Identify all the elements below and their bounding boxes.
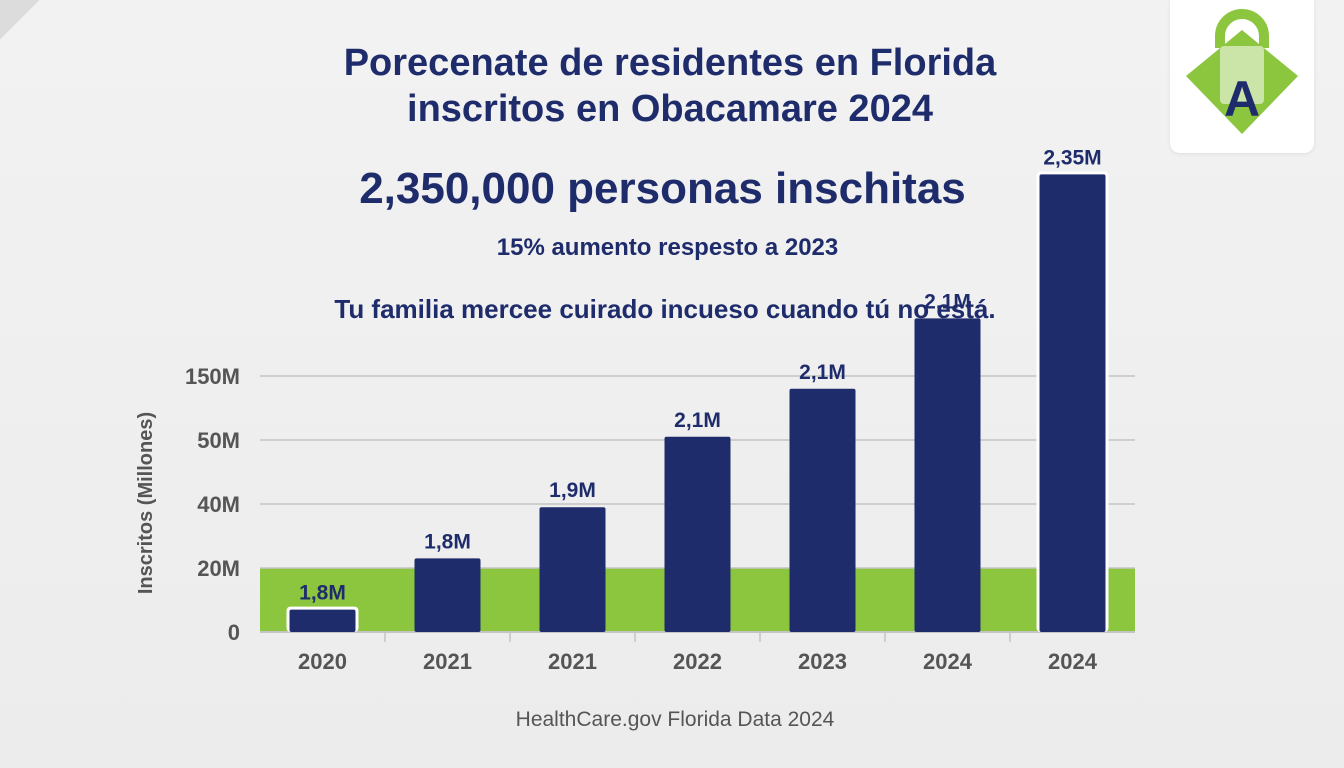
y-tick-label: 150M bbox=[185, 364, 240, 389]
x-tick-label: 2022 bbox=[673, 649, 722, 674]
bar bbox=[1039, 174, 1106, 632]
bar bbox=[289, 609, 356, 632]
data-label: 2,1M bbox=[674, 409, 721, 432]
y-tick-label: 20M bbox=[197, 556, 240, 581]
x-tick-label: 2023 bbox=[798, 649, 847, 674]
bar bbox=[539, 507, 606, 632]
chart-title: Porecenate de residentes en Florida insc… bbox=[200, 40, 1140, 132]
padlock-a-logo-icon: A bbox=[1186, 9, 1298, 134]
chart-title-line2: inscritos en Obacamare 2024 bbox=[407, 88, 933, 130]
data-label: 2,35M bbox=[1043, 146, 1101, 169]
data-label: 1,8M bbox=[424, 530, 471, 553]
y-tick-label: 0 bbox=[228, 620, 240, 645]
growth-subheadline: 15% aumento respesto a 2023 bbox=[496, 234, 839, 261]
bar bbox=[789, 388, 856, 632]
bar bbox=[414, 558, 481, 632]
y-tick-label: 50M bbox=[197, 428, 240, 453]
logo-card: A bbox=[1170, 0, 1314, 153]
tagline: Tu familia mercee cuirado incueso cuando… bbox=[334, 294, 996, 324]
x-tick-label: 2021 bbox=[548, 649, 597, 674]
data-label: 2,1M bbox=[924, 290, 971, 313]
x-tick-label: 2020 bbox=[298, 649, 347, 674]
data-source: HealthCare.gov Florida Data 2024 bbox=[515, 708, 835, 731]
bar bbox=[914, 318, 981, 632]
data-label: 2,1M bbox=[799, 361, 846, 384]
data-label: 1,8M bbox=[299, 582, 346, 605]
chart-title-line1: Porecenate de residentes en Florida bbox=[343, 42, 997, 84]
enrollment-headline: 2,350,000 personas inschitas bbox=[359, 164, 966, 213]
bar bbox=[664, 436, 731, 632]
x-tick-label: 2021 bbox=[423, 649, 472, 674]
logo-letter: A bbox=[1224, 71, 1260, 127]
data-label: 1,9M bbox=[549, 479, 596, 502]
x-tick-label: 2024 bbox=[1048, 649, 1098, 674]
x-tick-label: 2024 bbox=[923, 649, 973, 674]
y-axis-label: Inscritos (Millones) bbox=[135, 412, 157, 594]
y-tick-label: 40M bbox=[197, 492, 240, 517]
